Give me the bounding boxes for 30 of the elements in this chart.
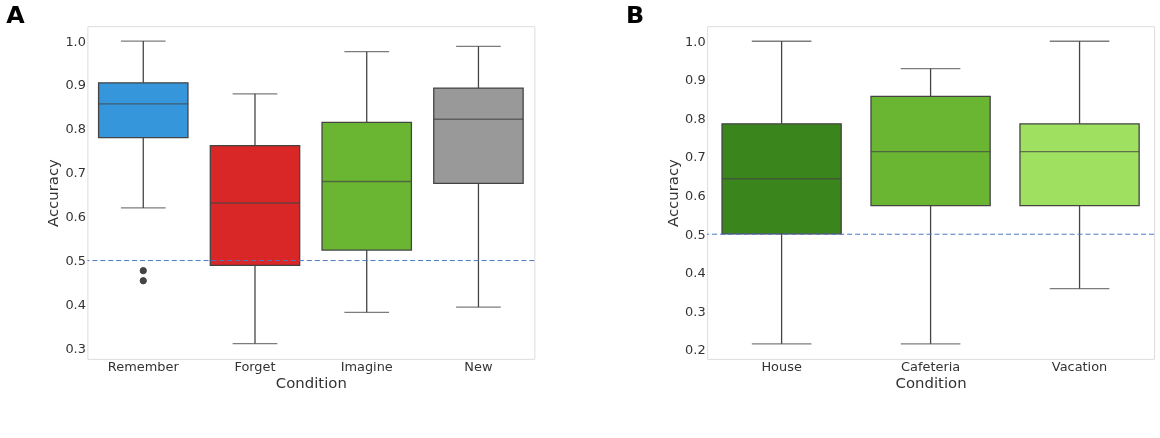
chart-title: A (6, 1, 26, 30)
y-tick-label: 0.6 (65, 209, 86, 225)
y-tick-label: 0.6 (685, 188, 706, 204)
y-axis-title: Accuracy (44, 158, 63, 227)
y-tick-label: 0.4 (65, 296, 86, 312)
x-tick-label: New (464, 359, 493, 375)
y-axis-title: Accuracy (664, 158, 683, 227)
y-tick-label: 0.5 (685, 226, 706, 242)
y-tick-label: 0.9 (685, 72, 706, 88)
y-tick-label: 0.4 (685, 265, 706, 281)
y-tick-label: 0.7 (65, 165, 86, 181)
y-tick-label: 0.5 (65, 253, 86, 269)
y-tick-label: 0.2 (685, 342, 706, 358)
x-tick-label: House (761, 359, 802, 375)
x-tick-label: Imagine (340, 359, 393, 375)
y-tick-label: 0.9 (65, 77, 86, 93)
y-tick-label: 1.0 (685, 33, 706, 49)
x-tick-label: Vacation (1051, 359, 1108, 375)
y-tick-label: 1.0 (65, 33, 86, 49)
y-tick-label: 0.3 (65, 340, 86, 356)
y-tick-label: 0.8 (65, 121, 86, 137)
x-axis-title: Condition (275, 374, 347, 393)
x-axis-title: Condition (895, 374, 967, 393)
x-tick-label: Forget (234, 359, 276, 375)
y-tick-label: 0.7 (685, 149, 706, 165)
y-tick-label: 0.8 (685, 110, 706, 126)
x-tick-label: Remember (107, 359, 180, 375)
y-tick-label: 0.3 (685, 303, 706, 319)
x-tick-label: Cafeteria (900, 359, 961, 375)
chart-title: B (626, 1, 645, 30)
